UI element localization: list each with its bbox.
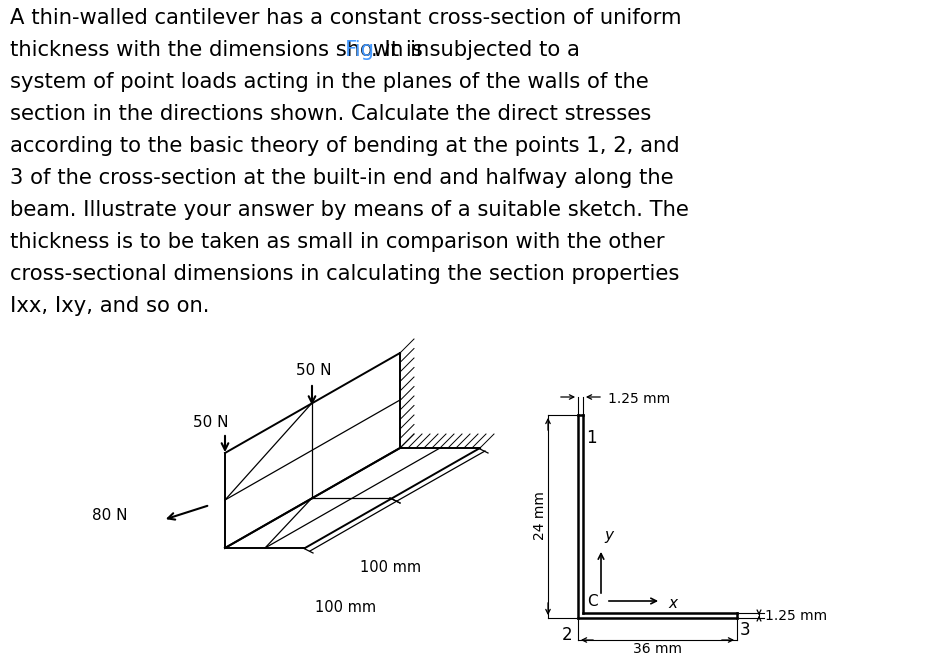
Text: 50 N: 50 N [193, 415, 229, 430]
Text: 3: 3 [740, 621, 751, 639]
Text: C: C [588, 594, 598, 609]
Text: 50 N: 50 N [296, 363, 331, 378]
Text: 100 mm: 100 mm [315, 600, 376, 615]
Text: 1.25 mm: 1.25 mm [608, 392, 671, 406]
Text: beam. Illustrate your answer by means of a suitable sketch. The: beam. Illustrate your answer by means of… [10, 200, 689, 220]
Text: Ixx, Ixy, and so on.: Ixx, Ixy, and so on. [10, 296, 209, 316]
Text: 24 mm: 24 mm [533, 492, 547, 541]
Text: Fig: Fig [345, 40, 375, 60]
Text: 1: 1 [586, 429, 597, 447]
Text: 80 N: 80 N [92, 508, 127, 522]
Text: x: x [668, 596, 677, 611]
Text: 100 mm: 100 mm [360, 559, 421, 574]
Text: 2: 2 [562, 626, 573, 644]
Text: 1.25 mm: 1.25 mm [765, 609, 827, 623]
Text: cross-sectional dimensions in calculating the section properties: cross-sectional dimensions in calculatin… [10, 264, 680, 284]
Text: according to the basic theory of bending at the points 1, 2, and: according to the basic theory of bending… [10, 136, 680, 156]
Text: thickness with the dimensions shown in: thickness with the dimensions shown in [10, 40, 436, 60]
Text: thickness is to be taken as small in comparison with the other: thickness is to be taken as small in com… [10, 232, 665, 252]
Text: 36 mm: 36 mm [632, 642, 682, 656]
Text: . It is subjected to a: . It is subjected to a [371, 40, 579, 60]
Text: system of point loads acting in the planes of the walls of the: system of point loads acting in the plan… [10, 72, 649, 92]
Text: A thin-walled cantilever has a constant cross-section of uniform: A thin-walled cantilever has a constant … [10, 8, 682, 28]
Text: y: y [604, 528, 613, 543]
Text: section in the directions shown. Calculate the direct stresses: section in the directions shown. Calcula… [10, 104, 651, 124]
Text: 3 of the cross-section at the built-in end and halfway along the: 3 of the cross-section at the built-in e… [10, 168, 673, 188]
